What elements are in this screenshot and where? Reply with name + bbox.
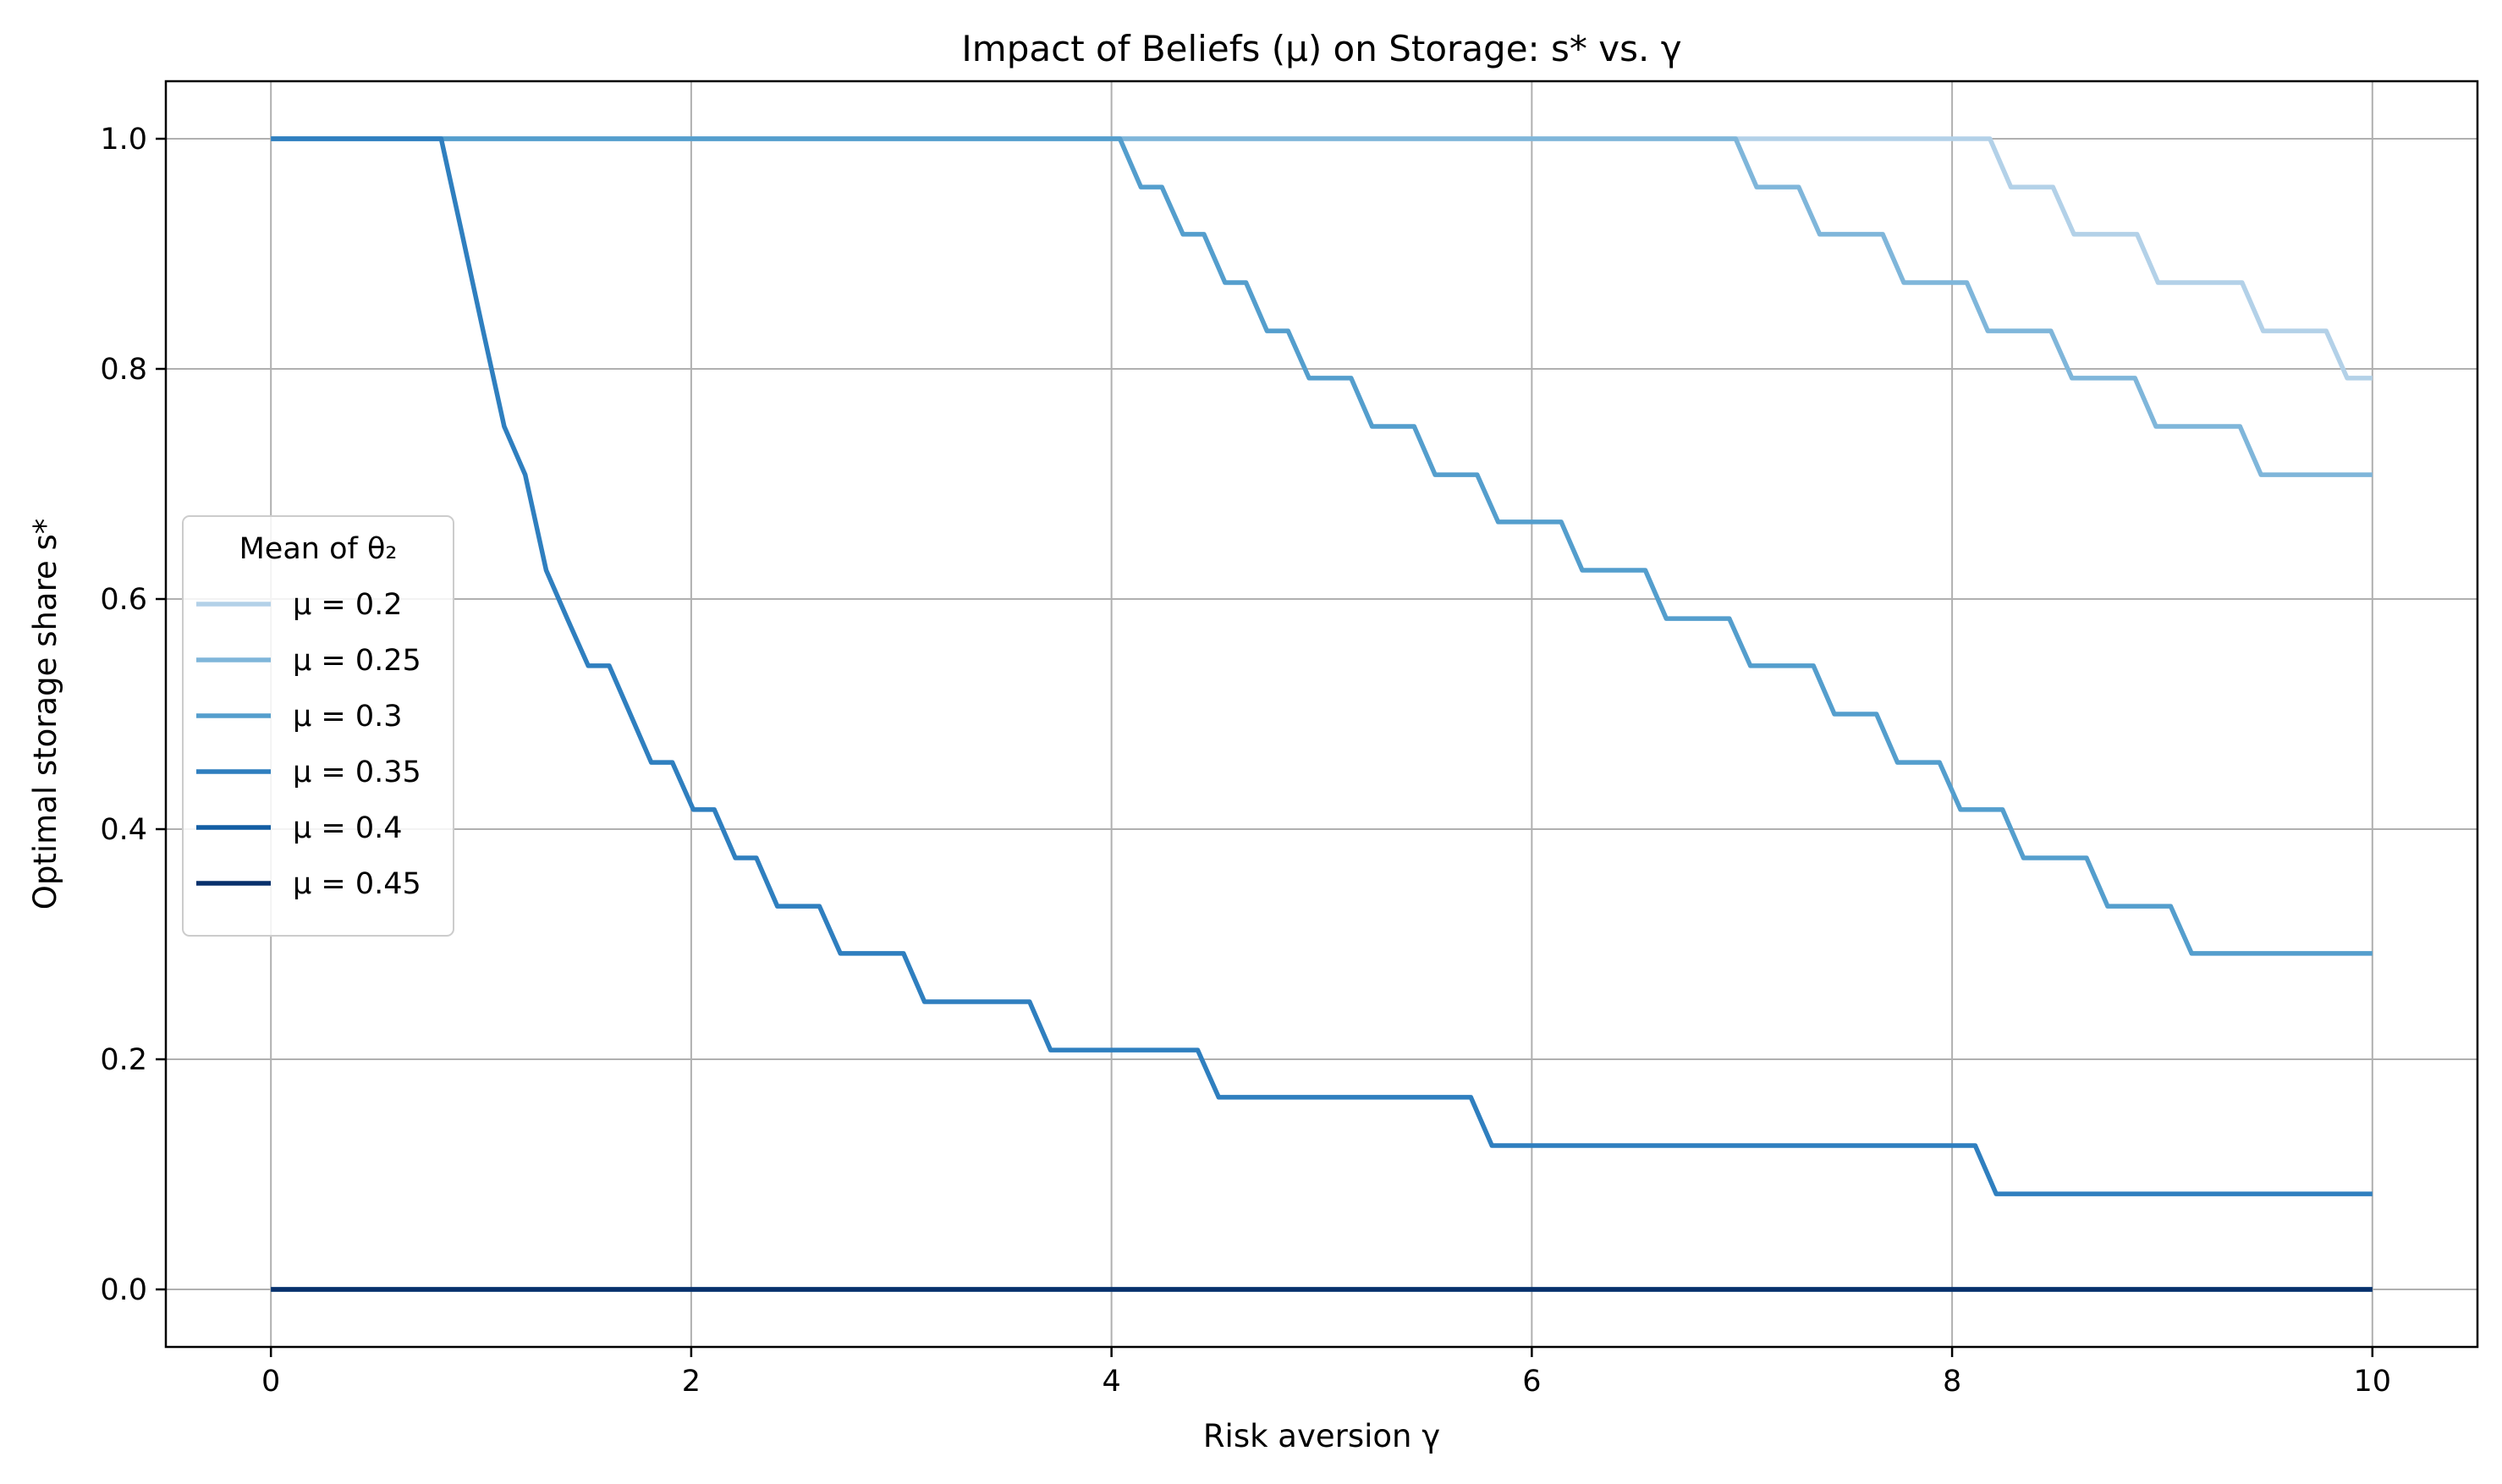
series-lines: [271, 136, 2373, 1292]
y-tick-label: 0.2: [100, 1043, 147, 1077]
x-tick-label: 10: [2354, 1365, 2392, 1399]
series-line-2: [271, 136, 2373, 956]
y-tick-label: 0.6: [100, 583, 147, 617]
y-tick-label: 1.0: [100, 123, 147, 157]
x-axis-label: Risk aversion γ: [1203, 1418, 1440, 1454]
series-line-1: [271, 136, 2373, 477]
legend-label: μ = 0.4: [293, 811, 403, 845]
legend-label: μ = 0.25: [293, 644, 421, 678]
x-axis-ticks: 0 2 4 6 8 10: [261, 1347, 2391, 1399]
series-line-0: [271, 136, 2373, 381]
legend-title: Mean of θ₂: [239, 532, 398, 566]
legend: Mean of θ₂ μ = 0.2 μ = 0.25 μ = 0.3 μ = 0.35…: [182, 515, 454, 937]
x-tick-label: 4: [1102, 1365, 1120, 1399]
series-line-3: [271, 136, 2373, 1196]
y-tick-label: 0.0: [100, 1273, 147, 1307]
grid-lines: [166, 81, 2477, 1347]
y-tick-label: 0.4: [100, 813, 147, 847]
chart-title: Impact of Beliefs (μ) on Storage: s* vs.…: [961, 28, 1681, 69]
legend-label: μ = 0.3: [293, 700, 403, 734]
legend-label: μ = 0.45: [293, 867, 421, 901]
y-tick-label: 0.8: [100, 353, 147, 387]
y-axis-label: Optimal storage share s*: [27, 519, 63, 910]
legend-box: [182, 515, 454, 937]
legend-label: μ = 0.2: [293, 588, 403, 622]
plot-frame: [164, 80, 2479, 1349]
x-tick-label: 2: [682, 1365, 701, 1399]
x-tick-label: 8: [1943, 1365, 1961, 1399]
y-axis-ticks: 0.0 0.2 0.4 0.6 0.8 1.0: [100, 123, 166, 1307]
x-tick-label: 6: [1522, 1365, 1541, 1399]
legend-label: μ = 0.35: [293, 756, 421, 789]
x-tick-label: 0: [261, 1365, 280, 1399]
